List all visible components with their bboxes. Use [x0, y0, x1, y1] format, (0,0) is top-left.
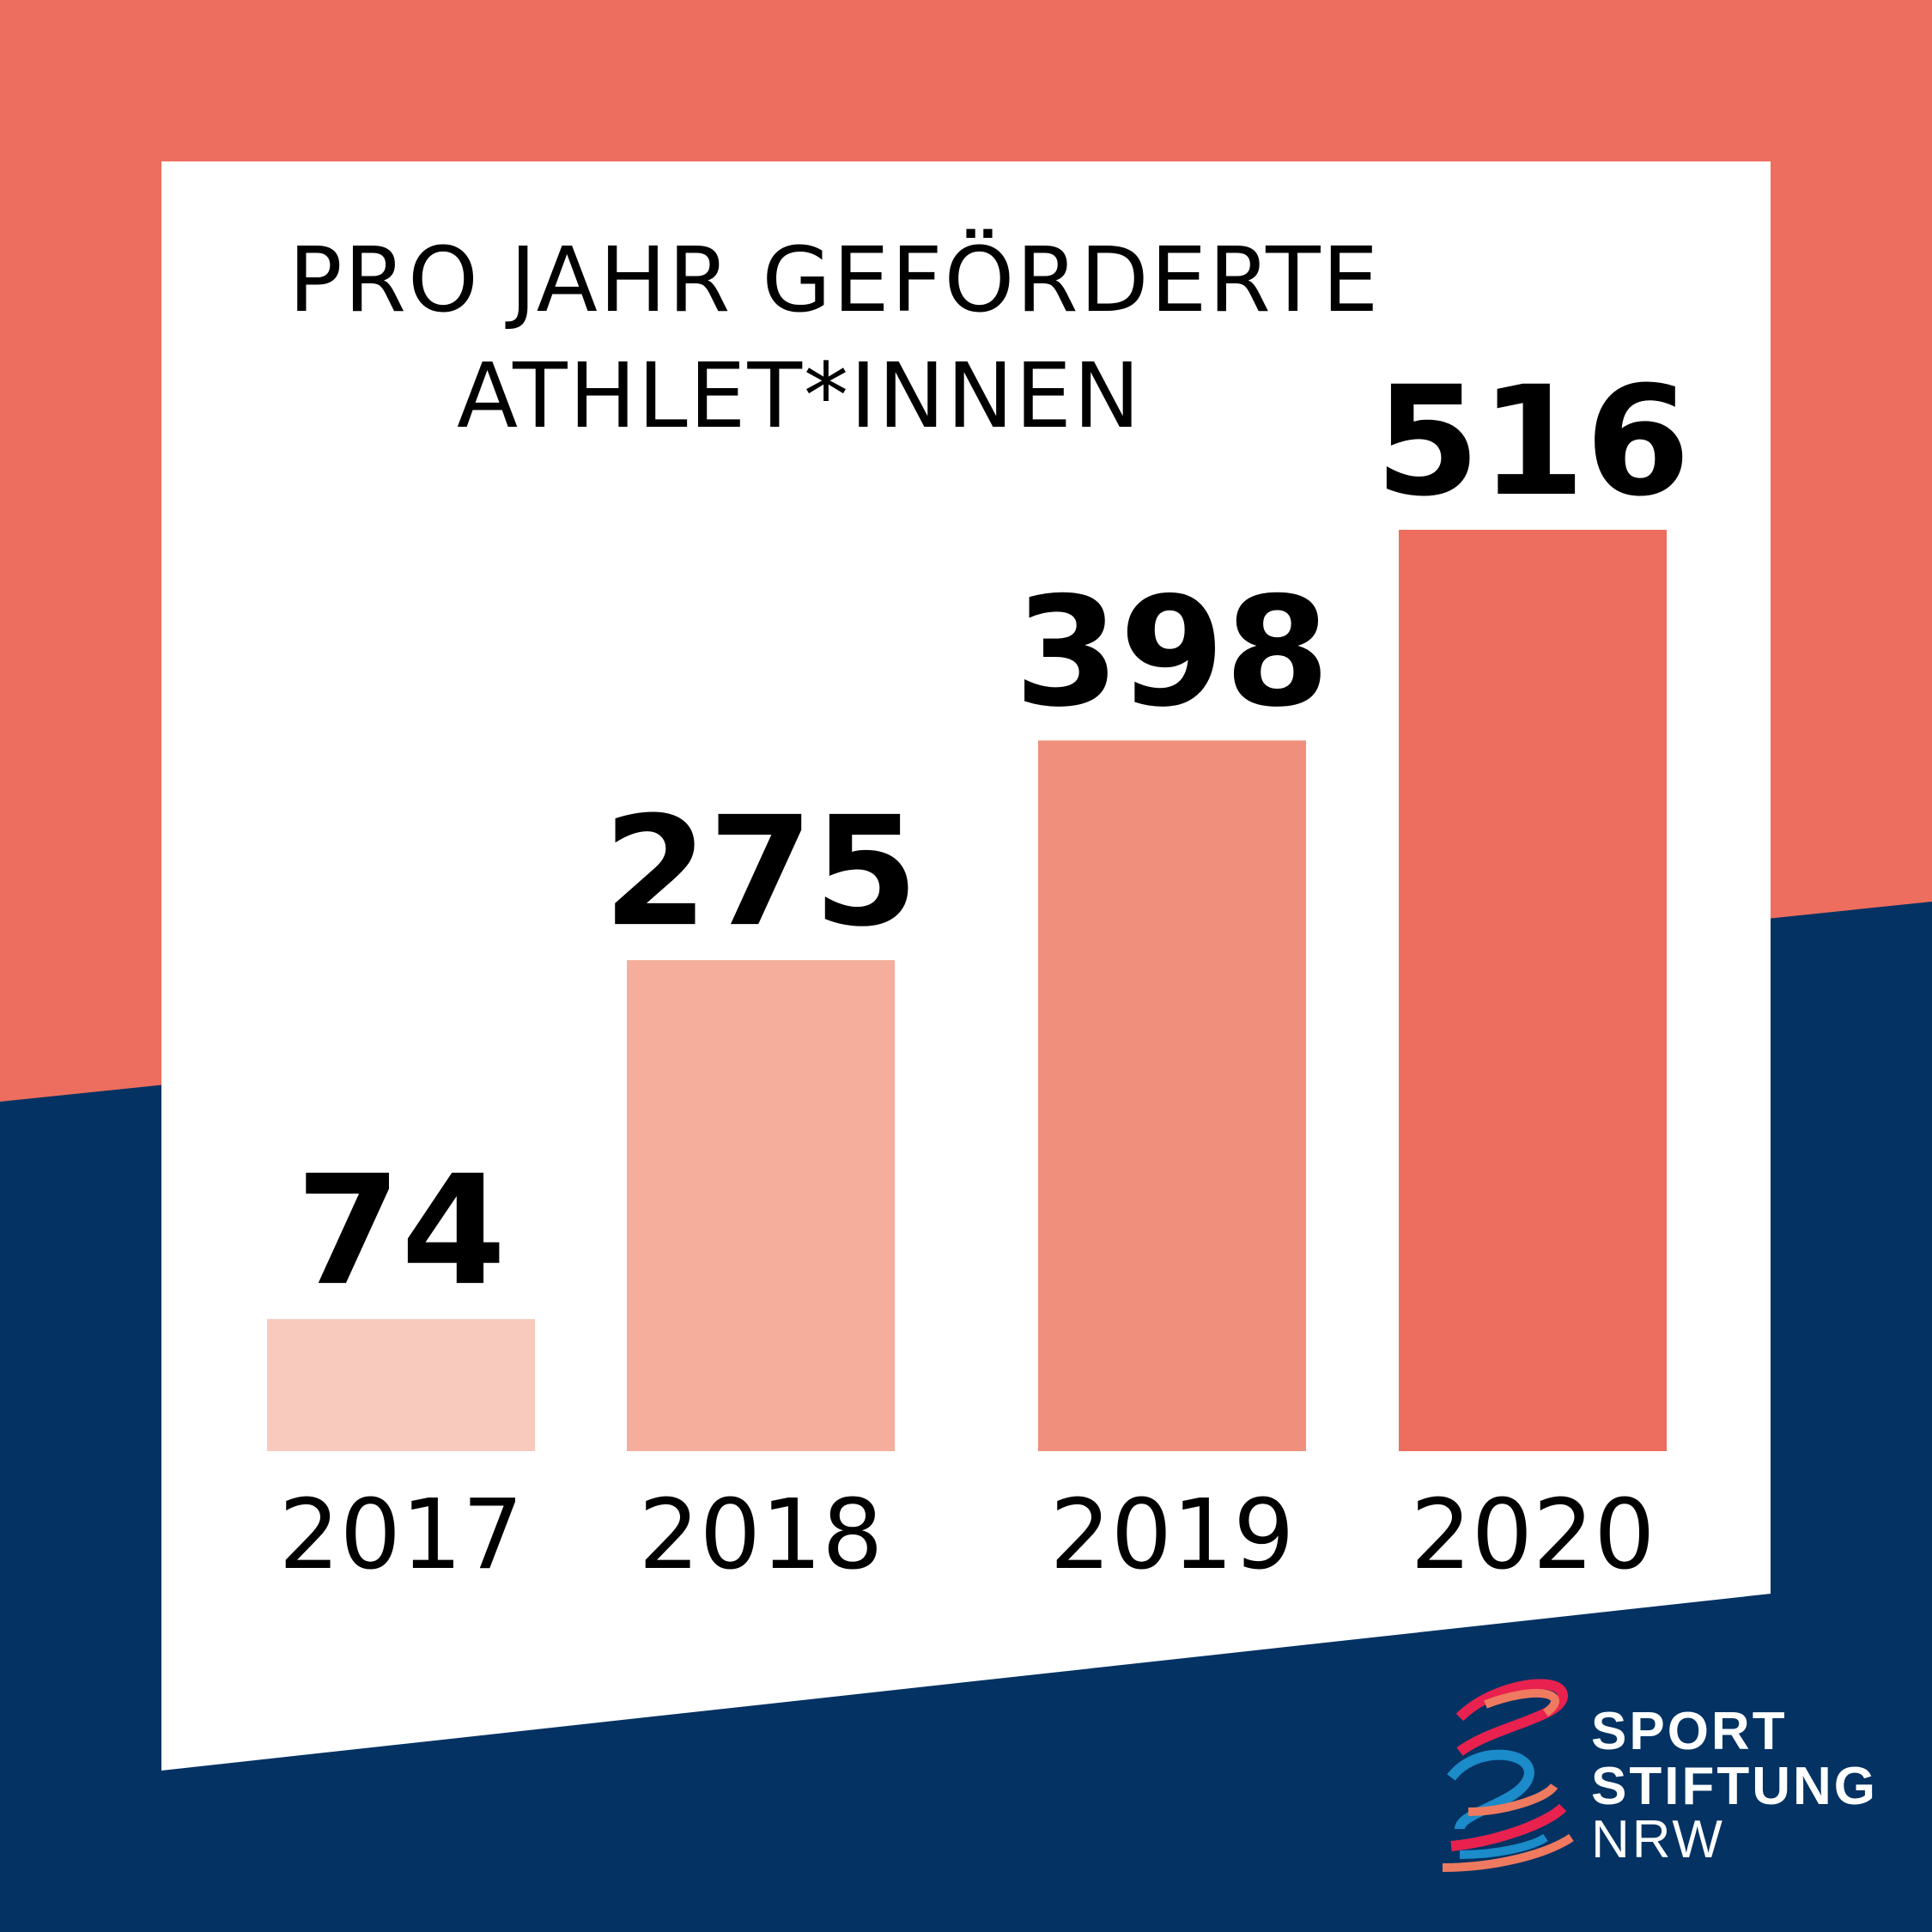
bar-series	[267, 530, 1667, 1451]
x-tick-label-2020: 2020	[1410, 1479, 1655, 1591]
bar-2019	[1038, 740, 1306, 1451]
x-axis-tick-labels: 2017 2018 2019 2020	[278, 1479, 1655, 1591]
logo-line-stiftung: STIFTUNG	[1591, 1757, 1878, 1816]
chart-title: PRO JAHR GEFÖRDERTE ATHLET*INNEN	[289, 228, 1380, 448]
value-label-2017: 74	[296, 1143, 507, 1319]
logo-line-nrw: NRW	[1591, 1810, 1725, 1869]
chart-title-line-2: ATHLET*INNEN	[457, 343, 1142, 448]
value-label-2019: 398	[1014, 564, 1329, 740]
sport-stiftung-logo: SPORT STIFTUNG NRW	[1442, 1679, 1878, 1872]
data-labels: 74 275 398 516	[296, 354, 1691, 1319]
chart-title-line-1: PRO JAHR GEFÖRDERTE	[289, 228, 1380, 332]
bar-2018	[627, 960, 895, 1451]
value-label-2018: 275	[603, 784, 918, 960]
x-tick-label-2017: 2017	[278, 1479, 523, 1591]
bar-2017	[267, 1319, 535, 1451]
x-tick-label-2018: 2018	[638, 1479, 883, 1591]
chart-panel	[161, 161, 1771, 1771]
bar-2020	[1399, 530, 1667, 1451]
x-tick-label-2019: 2019	[1049, 1479, 1294, 1591]
logo-line-sport: SPORT	[1591, 1702, 1788, 1761]
swirl-logo-icon	[1442, 1679, 1574, 1872]
value-label-2020: 516	[1375, 354, 1690, 530]
